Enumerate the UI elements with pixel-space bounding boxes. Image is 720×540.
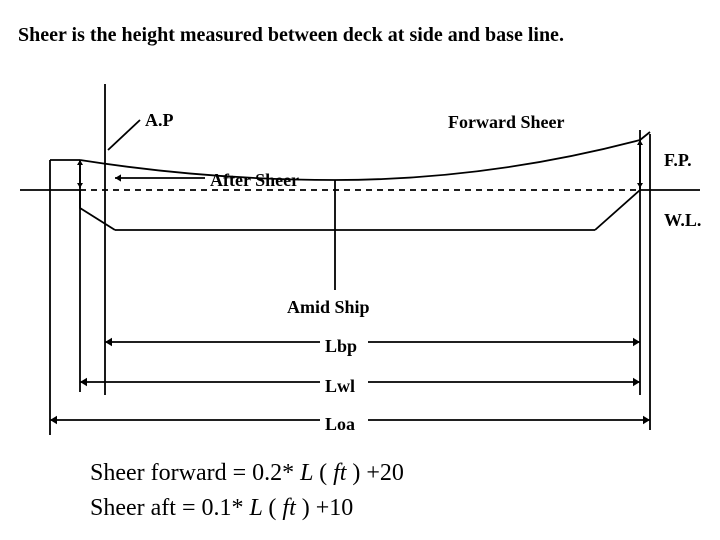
ship-diagram [0,0,720,540]
